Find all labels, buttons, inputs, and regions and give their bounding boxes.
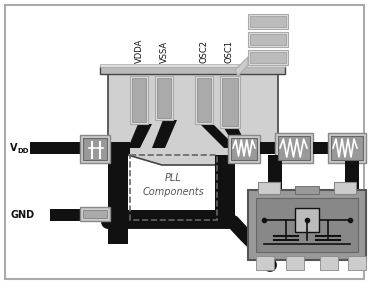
Bar xyxy=(313,142,328,154)
Bar xyxy=(130,76,148,124)
Bar xyxy=(348,256,366,270)
Text: VDDA: VDDA xyxy=(134,39,144,63)
Bar xyxy=(130,155,217,220)
Bar xyxy=(220,76,240,128)
Polygon shape xyxy=(128,124,152,148)
Bar xyxy=(157,78,171,118)
Bar xyxy=(331,136,363,160)
Bar xyxy=(320,256,338,270)
Bar xyxy=(155,76,173,120)
Bar xyxy=(256,256,274,270)
Bar xyxy=(215,155,235,222)
Bar xyxy=(295,208,319,232)
Text: GND: GND xyxy=(10,210,34,220)
Polygon shape xyxy=(200,124,237,148)
Bar xyxy=(108,142,130,154)
Text: DD: DD xyxy=(17,148,28,154)
Bar xyxy=(345,155,359,198)
Text: OSC1: OSC1 xyxy=(224,40,234,63)
Bar xyxy=(250,34,286,45)
Bar xyxy=(222,78,238,126)
Polygon shape xyxy=(152,120,177,148)
Bar xyxy=(268,155,282,198)
Bar xyxy=(286,256,304,270)
Bar xyxy=(250,52,286,63)
Bar xyxy=(250,16,286,27)
Bar xyxy=(334,182,356,194)
Bar xyxy=(248,32,288,47)
Bar xyxy=(30,142,80,154)
Polygon shape xyxy=(235,57,248,76)
Polygon shape xyxy=(224,128,248,148)
Bar xyxy=(260,142,275,154)
Bar xyxy=(100,66,285,74)
Bar xyxy=(50,209,80,221)
Bar xyxy=(345,163,359,193)
Bar xyxy=(328,133,366,163)
Bar xyxy=(248,14,288,29)
Bar xyxy=(248,190,366,260)
Bar xyxy=(248,50,288,65)
Bar xyxy=(275,133,313,163)
Bar xyxy=(80,207,110,221)
Bar xyxy=(258,182,280,194)
Bar xyxy=(278,136,310,160)
Bar xyxy=(228,135,260,163)
Text: VSSA: VSSA xyxy=(159,41,169,63)
Text: OSC2: OSC2 xyxy=(200,40,208,63)
Bar xyxy=(295,186,319,194)
Bar xyxy=(231,138,257,160)
Bar xyxy=(108,154,128,244)
Bar xyxy=(256,198,358,252)
Bar xyxy=(195,76,213,124)
Bar xyxy=(100,64,285,67)
Text: PLL
Components: PLL Components xyxy=(142,174,204,197)
Bar xyxy=(83,210,107,218)
Bar xyxy=(268,163,282,193)
Bar xyxy=(132,78,146,122)
Bar xyxy=(108,210,233,222)
Bar xyxy=(197,78,211,122)
Polygon shape xyxy=(108,74,278,165)
Text: V: V xyxy=(10,143,17,153)
Bar xyxy=(80,135,110,163)
Bar xyxy=(83,138,107,160)
